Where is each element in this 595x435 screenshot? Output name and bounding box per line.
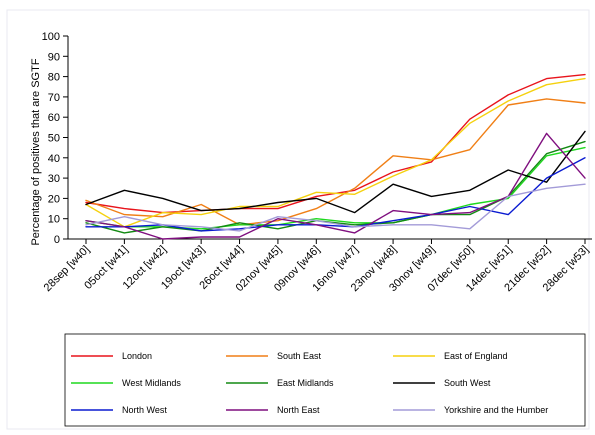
y-tick-label: 90 [48,51,60,63]
y-tick-label: 50 [48,133,60,145]
legend-label: South West [444,378,491,388]
y-tick-label: 60 [48,112,60,124]
legend-label: North West [122,405,167,415]
y-tick-label: 40 [48,153,60,165]
series-line [85,77,586,228]
y-tick-label: 70 [48,92,60,104]
legend: London South East East of England West Midl… [64,333,586,427]
y-axis-label: Percentage of positives that are SGTF [30,58,42,245]
y-tick-label: 0 [54,234,60,246]
y-tick-label: 20 [48,193,60,205]
y-tick-label: 10 [48,214,60,226]
series-line [85,98,586,226]
y-tick-label: 30 [48,173,60,185]
legend-label: London [122,351,152,361]
series-line [85,132,586,240]
legend-label: North East [277,405,320,415]
series-line [85,130,586,214]
legend-box [64,333,586,427]
legend-label: Yorkshire and the Humber [444,405,548,415]
legend-label: East Midlands [277,378,334,388]
legend-label: West Midlands [122,378,181,388]
y-tick-label: 100 [42,31,60,43]
y-tick-label: 80 [48,72,60,84]
series-line [85,183,586,232]
legend-label: East of England [444,351,508,361]
legend-label: South East [277,351,322,361]
